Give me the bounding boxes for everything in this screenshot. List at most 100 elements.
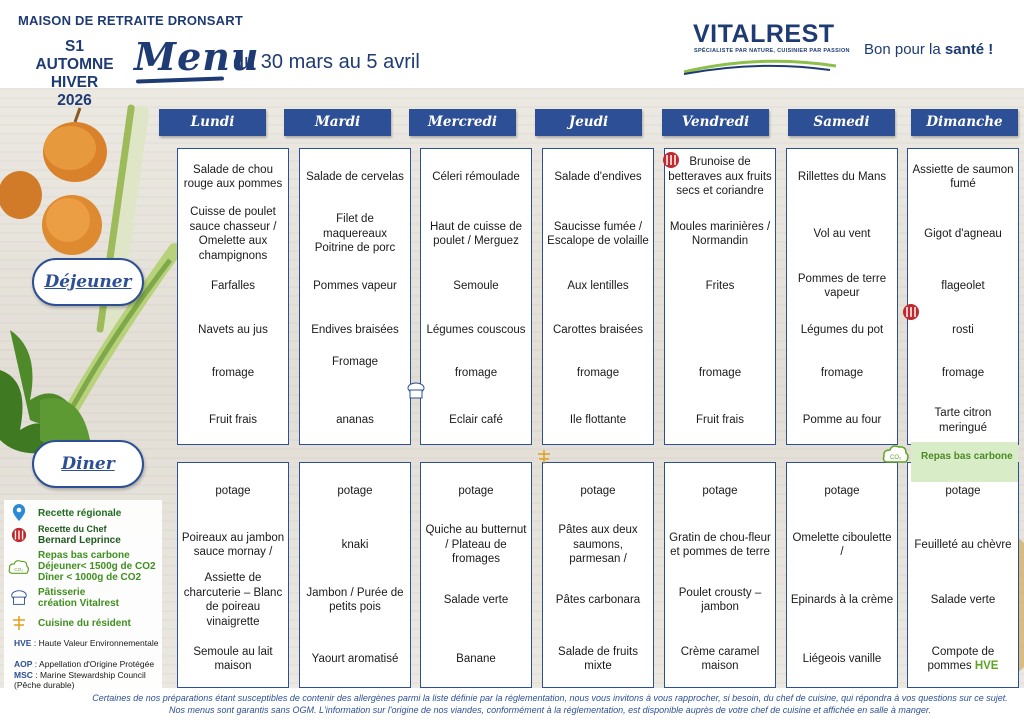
chef-recipe-icon — [11, 527, 27, 543]
menu-dates: du 30 mars au 5 avril — [233, 51, 420, 73]
resident-cooking-icon — [13, 616, 25, 630]
legend-low-carbon: CO₂ Repas bas carbone Déjeuner< 1500g de… — [8, 550, 156, 583]
day-header-mardi: Mardi — [284, 109, 391, 136]
day-header-samedi: Samedi — [788, 109, 895, 136]
dinner-dish: Liégeois vanille — [802, 652, 882, 665]
dinner-label: Diner — [32, 440, 144, 488]
dinner-dish: potage — [945, 484, 981, 497]
brand-tagline: SPÉCIALISTE PAR NATURE, CUISINIER PAR PA… — [694, 48, 850, 54]
lunch-dish: Filet de maquereaux Poitrine de porc — [314, 213, 396, 255]
dinner-dish: Feuilleté au chèvre — [914, 538, 1012, 551]
dinner-dish: Compote de pommes HVE — [908, 629, 1018, 689]
dinner-dish: Pâtes aux deux saumons, parmesan / — [558, 524, 638, 566]
brand-logo: VITALREST — [693, 20, 835, 48]
dinner-column: potage knaki Jambon / Purée de petits pois… — [299, 462, 411, 688]
lunch-dish: Ile flottante — [569, 414, 627, 427]
dinner-dish: Gratin de chou-fleur et pommes de terre — [669, 531, 771, 559]
svg-text:CO₂: CO₂ — [14, 566, 23, 571]
dinner-column: potage Poireaux au jambon sauce mornay / A… — [177, 462, 289, 688]
lunch-dish: Farfalles — [210, 279, 256, 292]
lunch-dish: Cuisse de poulet sauce chasseur / Omelet… — [189, 206, 277, 262]
slogan-bold: santé ! — [944, 41, 994, 58]
lunch-dish: Pomme au four — [802, 414, 882, 427]
lunch-dish: Légumes couscous — [426, 323, 526, 336]
lunch-dish: fromage — [698, 366, 742, 379]
lunch-column: Salade d'endives Saucisse fumée / Escalop… — [542, 148, 654, 445]
dinner-dish: Semoule au lait maison — [193, 645, 273, 673]
dinner-column: potage Omelette ciboulette / Epinards à la… — [786, 462, 898, 688]
day-header-dimanche: Dimanche — [911, 109, 1018, 136]
season-line: S1 — [65, 38, 84, 55]
lunch-dish: Fruit frais — [696, 414, 744, 427]
lunch-dish: fromage — [454, 366, 498, 379]
day-header-jeudi: Jeudi — [535, 109, 642, 136]
lunch-column: Rillettes du Mans Vol au vent Pommes de te… — [786, 148, 898, 445]
dinner-column: potage Pâtes aux deux saumons, parmesan /… — [542, 462, 654, 688]
lunch-dish: Eclair café — [449, 414, 503, 427]
dinner-dish: Banane — [456, 652, 496, 665]
lunch-column: Céleri rémoulade Haut de cuisse de poulet… — [420, 148, 532, 445]
season-line: AUTOMNE — [35, 56, 114, 73]
dinner-dish: Salade de fruits mixte — [558, 645, 638, 673]
legend-regional: Recette régionale — [8, 504, 121, 522]
lunch-dish: Gigot d'agneau — [924, 227, 1002, 240]
dinner-dish: Crème caramel maison — [680, 645, 760, 673]
dessert-text: Compote de pommes HVE — [927, 645, 999, 673]
lunch-dish: Pommes vapeur — [313, 279, 397, 292]
legend-pastry: Pâtisserie création Vitalrest — [8, 587, 119, 609]
lunch-dish: Frites — [705, 279, 735, 292]
lunch-dish: Salade d'endives — [554, 170, 642, 183]
co2-cloud-icon: CO₂ — [8, 559, 30, 574]
legend: Recette régionale Recette du Chef Bernar… — [4, 500, 162, 690]
dinner-dish: Yaourt aromatisé — [311, 652, 399, 665]
season-line: HIVER — [50, 74, 99, 91]
lunch-dish: fromage — [820, 366, 864, 379]
allergen-disclaimer: Certaines de nos préparations étant susc… — [92, 693, 1008, 715]
hve-label: HVE — [974, 660, 999, 672]
lunch-dish: Aux lentilles — [567, 279, 629, 292]
day-header-mercredi: Mercredi — [409, 109, 516, 136]
lunch-dish: Fromage — [331, 356, 379, 368]
lunch-column: Salade de cervelas Filet de maquereaux Po… — [299, 148, 411, 445]
legend-resident: Cuisine du résident — [8, 615, 131, 631]
lunch-dish: fromage — [576, 366, 620, 379]
season-block: S1 AUTOMNE HIVER 2026 — [22, 38, 127, 110]
legend-chef: Recette du Chef Bernard Leprince — [8, 524, 121, 546]
dinner-dish: Salade verte — [930, 593, 996, 606]
lunch-dish: Céleri rémoulade — [432, 170, 520, 183]
lunch-dish: Brunoise de betteraves aux fruits secs e… — [668, 156, 772, 198]
dinner-dish: Quiche au butternut / Plateau de fromage… — [425, 524, 527, 566]
lunch-dish: Carottes braisées — [552, 323, 644, 336]
dinner-dish: potage — [580, 484, 616, 497]
chef-recipe-icon — [663, 152, 679, 168]
svg-text:CO₂: CO₂ — [890, 455, 902, 461]
menu-title: Menu — [134, 34, 260, 79]
dinner-dish: potage — [337, 484, 373, 497]
co2-cloud-icon: CO₂ — [882, 445, 909, 463]
lunch-column: Salade de chou rouge aux pommes Cuisse de… — [177, 148, 289, 445]
season-line: 2026 — [57, 92, 92, 109]
slogan: Bon pour la santé ! — [864, 41, 993, 58]
dinner-dish: Omelette ciboulette / — [792, 531, 892, 559]
lunch-dish: Endives braisées — [311, 323, 399, 336]
low-carbon-badge: Repas bas carbone — [911, 442, 1018, 482]
dinner-dish: Epinards à la crème — [790, 593, 894, 606]
dinner-dish: Poulet crousty – jambon — [678, 586, 762, 614]
pastry-icon — [407, 382, 425, 399]
dinner-dish: Assiette de charcuterie – Blanc de poire… — [183, 572, 283, 628]
resident-cooking-icon — [538, 450, 550, 464]
lunch-dish: Assiette de saumon fumé — [912, 163, 1014, 191]
dinner-dish: Poireaux au jambon sauce mornay / — [181, 531, 285, 559]
slogan-prefix: Bon pour la — [864, 41, 945, 58]
dinner-dish: Pâtes carbonara — [555, 593, 641, 606]
abbr-hve: HVE : Haute Valeur Environnementale — [14, 638, 159, 648]
dinner-dish: Salade verte — [443, 593, 509, 606]
lunch-dish: Tarte citron meringué — [934, 407, 992, 434]
lunch-dish: Navets au jus — [198, 323, 268, 336]
lunch-dish: Fruit frais — [209, 414, 257, 427]
lunch-column: Brunoise de betteraves aux fruits secs e… — [664, 148, 776, 445]
lunch-dish: flageolet — [941, 279, 985, 292]
pastry-icon — [11, 590, 27, 605]
lunch-dish: fromage — [941, 366, 985, 379]
lunch-column: Assiette de saumon fumé Gigot d'agneau fla… — [907, 148, 1019, 445]
